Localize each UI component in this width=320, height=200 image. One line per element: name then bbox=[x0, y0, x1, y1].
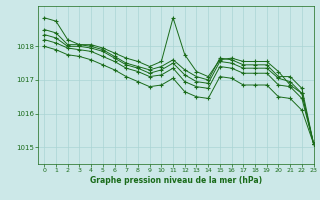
X-axis label: Graphe pression niveau de la mer (hPa): Graphe pression niveau de la mer (hPa) bbox=[90, 176, 262, 185]
